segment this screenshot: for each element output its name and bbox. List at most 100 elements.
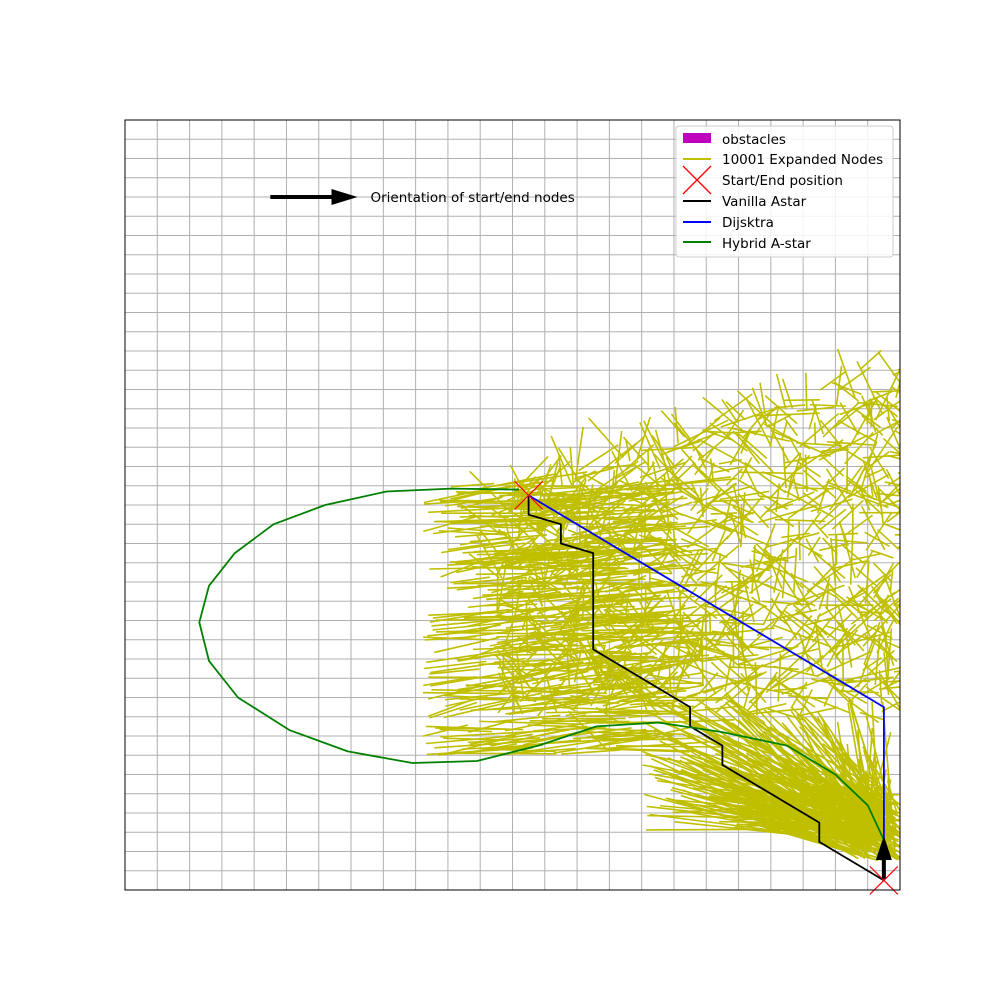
expanded-node-edge bbox=[610, 547, 677, 565]
expanded-node-edge bbox=[430, 670, 519, 687]
expanded-node-edge bbox=[693, 465, 721, 493]
expanded-node-edge bbox=[672, 419, 729, 448]
expanded-node-edge bbox=[805, 372, 808, 410]
expanded-node-edge bbox=[737, 478, 789, 511]
expanded-node-edge bbox=[624, 525, 711, 534]
expanded-node-edge bbox=[617, 699, 723, 703]
expanded-node-edge bbox=[874, 369, 900, 421]
expanded-node-edge bbox=[822, 537, 838, 555]
expanded-node-edge bbox=[767, 423, 790, 462]
expanded-node-edge bbox=[651, 497, 688, 503]
expanded-node-edge bbox=[680, 769, 863, 834]
expanded-node-edge bbox=[526, 692, 592, 707]
expanded-node-edge bbox=[445, 696, 488, 707]
legend-start-end-icon bbox=[682, 165, 712, 195]
expanded-node-edge bbox=[681, 567, 716, 578]
expanded-node-edge bbox=[865, 686, 900, 712]
expanded-node-edge bbox=[758, 504, 818, 524]
expanded-node-edge bbox=[775, 373, 787, 410]
expanded-node-edge bbox=[572, 638, 620, 651]
expanded-node-edge bbox=[698, 457, 730, 473]
expanded-node-edge bbox=[700, 629, 704, 686]
expanded-node-edge bbox=[696, 483, 737, 515]
expanded-node-edge bbox=[844, 431, 874, 465]
expanded-node-edge bbox=[572, 470, 597, 484]
expanded-node-edge bbox=[811, 549, 846, 579]
expanded-node-edge bbox=[802, 650, 843, 686]
legend-obstacles-label: obstacles bbox=[722, 132, 786, 148]
expanded-node-edge bbox=[828, 465, 864, 511]
expanded-node-edge bbox=[792, 547, 798, 594]
expanded-node-edge bbox=[674, 821, 855, 842]
expanded-node-edge bbox=[798, 689, 813, 717]
expanded-node-edge bbox=[830, 538, 868, 544]
expanded-node-edge bbox=[612, 685, 655, 697]
path-vanilla-astar bbox=[527, 495, 885, 882]
expanded-node-edge bbox=[609, 653, 699, 669]
expanded-node-edge bbox=[598, 495, 648, 501]
expanded-node-edge bbox=[423, 636, 487, 641]
expanded-node-edge bbox=[639, 461, 686, 479]
expanded-node-edge bbox=[866, 624, 893, 640]
expanded-node-edge bbox=[564, 610, 673, 620]
expanded-node-edge bbox=[595, 729, 653, 740]
expanded-node-edge bbox=[553, 737, 652, 754]
expanded-node-edge bbox=[799, 412, 840, 448]
expanded-node-edge bbox=[884, 523, 900, 531]
expanded-node-edge bbox=[877, 637, 900, 649]
expanded-node-edge bbox=[773, 491, 815, 510]
expanded-node-edge bbox=[890, 588, 900, 598]
expanded-node-edge bbox=[703, 672, 763, 694]
orientation-annotation: Orientation of start/end nodes bbox=[270, 189, 575, 206]
expanded-node-edge bbox=[813, 422, 817, 444]
expanded-node-edge bbox=[677, 461, 696, 480]
expanded-node-edge bbox=[857, 640, 876, 688]
expanded-node-edge bbox=[781, 559, 787, 599]
expanded-node-edge bbox=[438, 744, 544, 756]
expanded-node-edge bbox=[880, 598, 900, 619]
expanded-node-edge bbox=[799, 706, 838, 717]
expanded-node-edge bbox=[432, 619, 534, 631]
expanded-node-edge bbox=[545, 664, 604, 680]
expanded-node-edge bbox=[623, 547, 719, 558]
expanded-node-edge bbox=[464, 615, 556, 619]
expanded-node-edge bbox=[859, 711, 884, 721]
expanded-node-edge bbox=[558, 455, 563, 487]
expanded-node-edge bbox=[810, 498, 853, 513]
expanded-node-edge bbox=[573, 615, 638, 627]
expanded-node-edge bbox=[456, 556, 528, 574]
expanded-node-edge bbox=[829, 588, 868, 619]
expanded-node-edge bbox=[499, 550, 541, 569]
expanded-node-edge bbox=[606, 578, 646, 582]
expanded-node-edge bbox=[627, 539, 674, 544]
expanded-node-edge bbox=[891, 386, 900, 394]
annotation-arrow-icon bbox=[331, 189, 358, 205]
expanded-node-edge bbox=[569, 446, 575, 487]
expanded-node-edge bbox=[550, 435, 573, 486]
expanded-node-edge bbox=[590, 566, 691, 575]
expanded-node-edge bbox=[542, 564, 625, 569]
expanded-node-edge bbox=[607, 604, 672, 613]
expanded-node-edge bbox=[858, 561, 900, 605]
expanded-node-edge bbox=[854, 408, 882, 429]
expanded-node-edge bbox=[444, 738, 502, 755]
expanded-node-edge bbox=[538, 550, 637, 555]
expanded-node-edge bbox=[576, 467, 615, 479]
expanded-node-edge bbox=[782, 828, 863, 854]
expanded-node-edge bbox=[458, 491, 543, 495]
orientation-arrow-head bbox=[875, 835, 892, 860]
expanded-node-edge bbox=[498, 597, 527, 616]
expanded-node-edge bbox=[886, 511, 900, 523]
expanded-node-edge bbox=[778, 682, 816, 708]
expanded-node-edge bbox=[839, 402, 860, 436]
expanded-node-edge bbox=[887, 476, 900, 486]
expanded-node-edge bbox=[537, 728, 596, 741]
expanded-node-edge bbox=[423, 676, 476, 687]
plot-frame bbox=[124, 119, 901, 891]
expanded-node-edge bbox=[802, 469, 837, 499]
expanded-node-edge bbox=[877, 351, 900, 384]
expanded-node-edge bbox=[531, 658, 615, 672]
expanded-node-edge bbox=[872, 389, 900, 393]
expanded-node-edge bbox=[872, 396, 899, 418]
expanded-node-edge bbox=[816, 716, 886, 846]
